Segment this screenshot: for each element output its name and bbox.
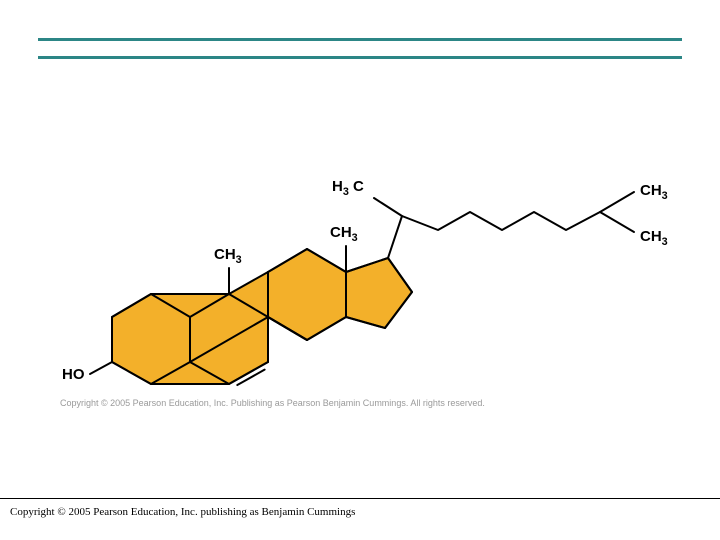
bottom-divider (0, 498, 720, 499)
labels-layer: HO CH3 CH3 H3 C CH3 CH3 (40, 70, 680, 430)
footer-copyright: Copyright © 2005 Pearson Education, Inc.… (10, 506, 355, 518)
slide: HO CH3 CH3 H3 C CH3 CH3 Copyright © 2005 Pear… (0, 0, 720, 540)
figure-caption: Copyright © 2005 Pearson Education, Inc.… (60, 398, 485, 408)
top-rule (38, 38, 682, 41)
chemical-structure-figure: HO CH3 CH3 H3 C CH3 CH3 Copyright © 2005 Pear… (40, 70, 680, 430)
label-CH3_c: CH3 (640, 182, 668, 202)
label-CH3_d: CH3 (640, 228, 668, 248)
label-CH3_a: CH3 (214, 246, 242, 266)
label-HO: HO (62, 366, 85, 383)
label-CH3_b: CH3 (330, 224, 358, 244)
label-H3C: H3 C (332, 178, 364, 198)
second-rule (38, 56, 682, 59)
